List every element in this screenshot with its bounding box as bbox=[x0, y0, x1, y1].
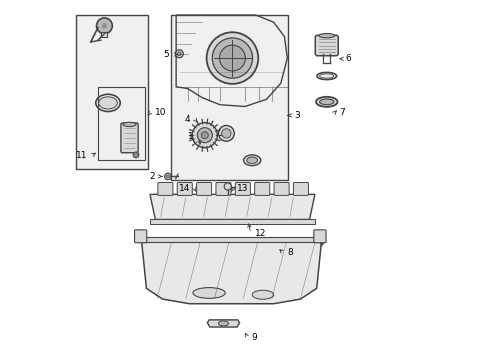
Text: 12: 12 bbox=[255, 229, 267, 238]
Circle shape bbox=[201, 132, 208, 139]
Circle shape bbox=[224, 183, 231, 190]
Circle shape bbox=[165, 173, 171, 180]
Circle shape bbox=[207, 32, 258, 84]
Text: 10: 10 bbox=[155, 108, 166, 117]
Polygon shape bbox=[137, 235, 324, 304]
Bar bbox=[76, 15, 148, 169]
FancyBboxPatch shape bbox=[135, 230, 147, 243]
Ellipse shape bbox=[98, 97, 117, 109]
FancyBboxPatch shape bbox=[158, 183, 173, 195]
Circle shape bbox=[135, 153, 137, 156]
Polygon shape bbox=[150, 194, 315, 220]
Text: 2: 2 bbox=[149, 172, 155, 181]
Circle shape bbox=[177, 52, 181, 55]
FancyBboxPatch shape bbox=[274, 183, 289, 195]
Bar bbox=[139, 237, 322, 242]
Text: 1: 1 bbox=[188, 132, 194, 141]
Circle shape bbox=[167, 175, 170, 178]
Text: 14: 14 bbox=[179, 184, 191, 193]
Circle shape bbox=[221, 129, 231, 138]
FancyBboxPatch shape bbox=[235, 183, 250, 195]
FancyBboxPatch shape bbox=[315, 35, 338, 56]
Ellipse shape bbox=[319, 99, 334, 105]
Circle shape bbox=[192, 123, 218, 148]
FancyBboxPatch shape bbox=[196, 183, 212, 195]
Polygon shape bbox=[207, 320, 240, 327]
Ellipse shape bbox=[244, 155, 261, 166]
Text: 7: 7 bbox=[339, 108, 344, 117]
Text: 3: 3 bbox=[294, 111, 300, 120]
Ellipse shape bbox=[219, 321, 228, 326]
Circle shape bbox=[133, 152, 139, 158]
Circle shape bbox=[197, 128, 212, 143]
FancyBboxPatch shape bbox=[121, 123, 138, 153]
Ellipse shape bbox=[319, 74, 334, 78]
Ellipse shape bbox=[247, 157, 258, 163]
Bar bbox=[150, 220, 315, 224]
Bar bbox=[98, 87, 145, 160]
Text: 6: 6 bbox=[345, 54, 351, 63]
Ellipse shape bbox=[319, 33, 335, 38]
Circle shape bbox=[175, 50, 183, 58]
FancyBboxPatch shape bbox=[255, 183, 270, 195]
Ellipse shape bbox=[252, 290, 274, 299]
FancyBboxPatch shape bbox=[314, 230, 326, 243]
Ellipse shape bbox=[193, 288, 225, 298]
Circle shape bbox=[220, 45, 245, 71]
Ellipse shape bbox=[123, 122, 136, 127]
Text: 4: 4 bbox=[185, 114, 191, 123]
Text: 9: 9 bbox=[251, 333, 257, 342]
Text: 11: 11 bbox=[76, 151, 87, 160]
Text: 5: 5 bbox=[163, 50, 169, 59]
Circle shape bbox=[212, 38, 252, 78]
Text: 13: 13 bbox=[237, 184, 248, 193]
Circle shape bbox=[97, 18, 112, 34]
Circle shape bbox=[219, 126, 234, 141]
FancyBboxPatch shape bbox=[294, 183, 309, 195]
FancyBboxPatch shape bbox=[177, 183, 192, 195]
Ellipse shape bbox=[316, 97, 338, 107]
Bar bbox=[101, 32, 107, 37]
Text: 8: 8 bbox=[287, 248, 293, 257]
Bar bbox=[172, 15, 288, 180]
FancyBboxPatch shape bbox=[216, 183, 231, 195]
